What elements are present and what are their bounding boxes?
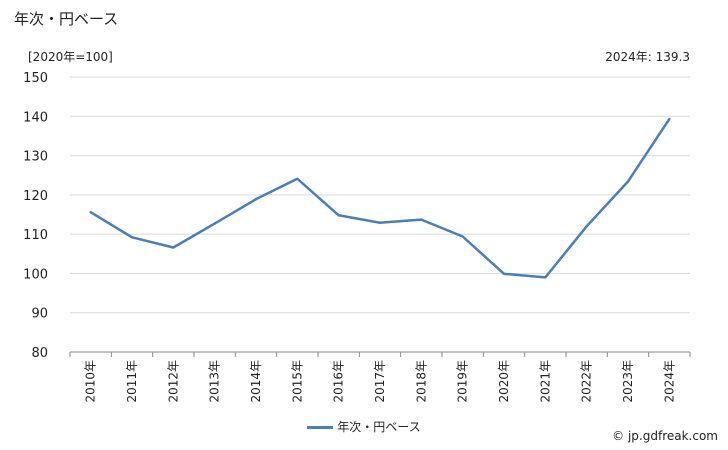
x-tick-label: 2018年 [414, 360, 428, 403]
x-tick-label: 2024年 [662, 360, 676, 403]
y-tick-label: 120 [23, 189, 48, 204]
y-tick-label: 100 [23, 267, 48, 282]
y-tick-label: 110 [23, 228, 48, 243]
x-tick-label: 2022年 [580, 360, 594, 403]
y-tick-label: 150 [23, 71, 48, 86]
y-tick-label: 80 [31, 346, 48, 361]
x-tick-label: 2011年 [125, 360, 139, 403]
x-tick-label: 2015年 [290, 360, 304, 403]
x-tick-label: 2023年 [621, 360, 635, 403]
y-tick-label: 90 [31, 307, 48, 322]
series-line [89, 117, 671, 279]
latest-value-label: 2024年: 139.3 [605, 50, 690, 64]
x-tick-label: 2020年 [497, 360, 511, 403]
source-credit: © jp.gdfreak.com [612, 429, 718, 443]
x-tick-label: 2013年 [208, 360, 222, 403]
x-tick-label: 2016年 [332, 360, 346, 403]
chart-title: 年次・円ベース [14, 10, 119, 28]
x-tick-label: 2010年 [84, 360, 98, 403]
y-tick-label: 130 [23, 150, 48, 165]
x-tick-label: 2017年 [373, 360, 387, 403]
y-tick-label: 140 [23, 110, 48, 125]
x-tick-label: 2014年 [249, 360, 263, 403]
y-axis-unit: [2020年=100] [28, 50, 113, 64]
x-tick-label: 2012年 [166, 360, 180, 403]
legend-label: 年次・円ベース [337, 420, 421, 434]
x-tick-label: 2019年 [456, 360, 470, 403]
legend-swatch [307, 426, 334, 429]
x-tick-label: 2021年 [538, 360, 552, 403]
legend: 年次・円ベース [0, 418, 728, 435]
